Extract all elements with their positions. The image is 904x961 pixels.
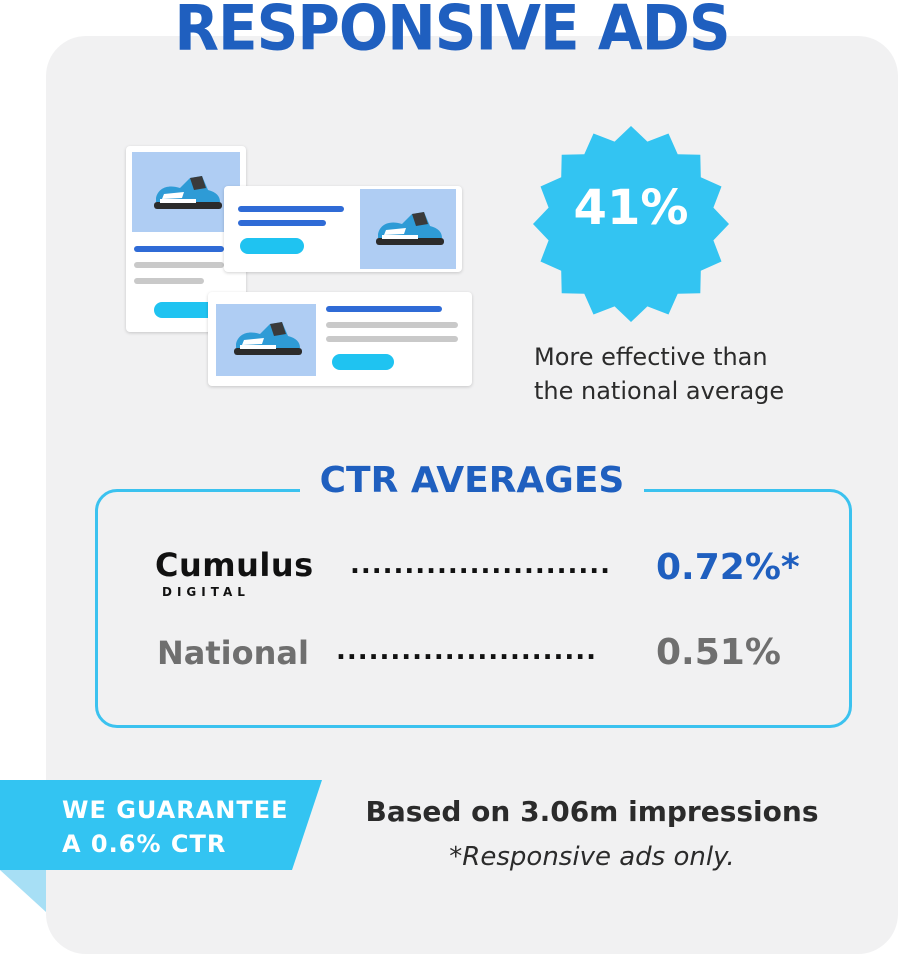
stat-caption-line: More effective than xyxy=(534,343,768,371)
leader-dots: ........................ xyxy=(350,550,612,580)
sneaker-icon xyxy=(154,176,222,209)
ad-headline-bar xyxy=(326,306,442,312)
stat-value: 41% xyxy=(573,180,689,236)
guarantee-text: WE GUARANTEE A 0.6% CTR xyxy=(62,793,322,861)
ad-headline-bar xyxy=(238,220,326,226)
sneaker-icon xyxy=(234,322,302,355)
ad-text-bar xyxy=(134,262,224,268)
ad-cta-pill xyxy=(240,238,304,254)
ctr-averages-box xyxy=(95,489,852,728)
national-ctr-value: 0.51% xyxy=(656,632,781,673)
ad-cta-pill xyxy=(154,302,218,318)
ad-text-bar xyxy=(326,322,458,328)
ad-text-bar xyxy=(134,278,204,284)
ad-headline-bar xyxy=(134,246,224,252)
sneaker-icon xyxy=(376,212,444,245)
ad-text-bar xyxy=(326,336,458,342)
starburst-badge xyxy=(533,126,729,322)
guarantee-ribbon xyxy=(0,780,322,912)
cumulus-logo: Cumulus xyxy=(155,546,314,584)
ad-card-horizontal xyxy=(208,292,472,386)
page-title: RESPONSIVE ADS xyxy=(174,0,730,65)
stat-caption-line: the national average xyxy=(534,377,785,405)
leader-dots: ........................ xyxy=(336,636,598,666)
ctr-heading: CTR AVERAGES xyxy=(300,459,644,503)
footnote: *Responsive ads only. xyxy=(449,842,735,872)
guarantee-line: WE GUARANTEE xyxy=(62,796,289,824)
ad-card-horizontal xyxy=(224,186,462,272)
national-label: National xyxy=(157,634,309,672)
ad-cta-pill xyxy=(332,354,394,370)
impressions-note: Based on 3.06m impressions xyxy=(365,795,819,828)
guarantee-line: A 0.6% CTR xyxy=(62,830,227,858)
cumulus-logo-sub: DIGITAL xyxy=(162,585,250,599)
stat-caption: More effective than the national average xyxy=(534,340,864,408)
ad-headline-bar xyxy=(238,206,344,212)
cumulus-ctr-value: 0.72%* xyxy=(656,547,800,588)
